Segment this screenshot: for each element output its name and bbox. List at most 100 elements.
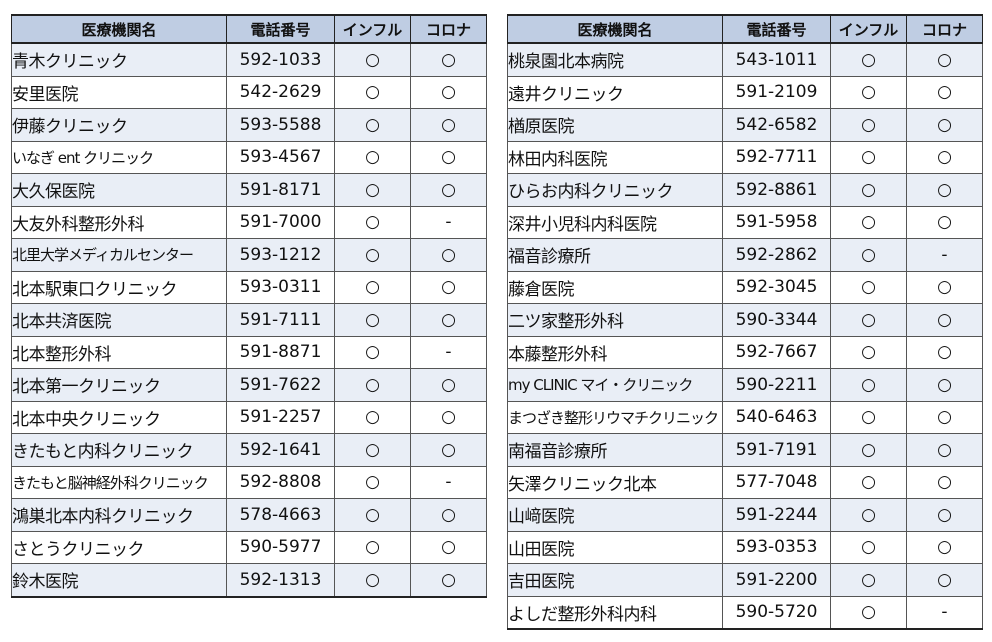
clinic-name: 北本共済医院 [11, 303, 227, 337]
clinic-name: 大友外科整形外科 [11, 206, 227, 239]
flu-availability: ○ [830, 531, 907, 564]
clinic-name: 福音診療所 [507, 238, 723, 272]
table-row: 安里医院 542-2629 ○ ○ [11, 76, 487, 109]
flu-availability: ○ [334, 238, 411, 272]
table-row: 二ツ家整形外科 590-3344 ○ ○ [507, 303, 983, 337]
phone-number: 590-5720 [722, 596, 831, 630]
clinic-name: 北本駅東口クリニック [11, 271, 227, 304]
header-flu: インフル [830, 14, 907, 44]
phone-number: 590-3344 [722, 303, 831, 337]
clinic-name: 南福音診療所 [507, 433, 723, 467]
table-row: 桃泉園北本病院 543-1011 ○ ○ [507, 43, 983, 77]
phone-number: 591-2200 [722, 563, 831, 597]
covid-availability: ○ [906, 206, 983, 239]
covid-availability: ○ [410, 108, 487, 142]
flu-availability: ○ [830, 173, 907, 207]
covid-availability: ○ [410, 238, 487, 272]
table-row: 南福音診療所 591-7191 ○ ○ [507, 433, 983, 467]
clinic-name: 遠井クリニック [507, 76, 723, 109]
covid-availability: ○ [906, 336, 983, 369]
covid-availability: ○ [906, 173, 983, 207]
clinic-name: 鈴木医院 [11, 563, 227, 598]
phone-number: 540-6463 [722, 401, 831, 434]
clinic-name: 安里医院 [11, 76, 227, 109]
table-row: 伊藤クリニック 593-5588 ○ ○ [11, 108, 487, 142]
table-row: 青木クリニック 592-1033 ○ ○ [11, 43, 487, 77]
phone-number: 542-2629 [226, 76, 335, 109]
phone-number: 591-7191 [722, 433, 831, 467]
table-row: 藤倉医院 592-3045 ○ ○ [507, 271, 983, 304]
phone-number: 593-0311 [226, 271, 335, 304]
flu-availability: ○ [830, 336, 907, 369]
phone-number: 593-5588 [226, 108, 335, 142]
table-row: よしだ整形外科内科 590-5720 ○ - [507, 596, 983, 630]
flu-availability: ○ [334, 206, 411, 239]
phone-number: 591-2257 [226, 401, 335, 434]
phone-number: 590-5977 [226, 531, 335, 564]
covid-availability: ○ [906, 498, 983, 532]
header-name: 医療機関名 [507, 14, 723, 44]
phone-number: 592-8808 [226, 466, 335, 499]
table-row: 本藤整形外科 592-7667 ○ ○ [507, 336, 983, 369]
flu-availability: ○ [830, 563, 907, 597]
clinic-name: 吉田医院 [507, 563, 723, 597]
covid-availability: ○ [410, 76, 487, 109]
table-row: 北本中央クリニック 591-2257 ○ ○ [11, 401, 487, 434]
flu-availability: ○ [830, 43, 907, 77]
flu-availability: ○ [830, 303, 907, 337]
phone-number: 592-3045 [722, 271, 831, 304]
phone-number: 591-8871 [226, 336, 335, 369]
table-row: 大友外科整形外科 591-7000 ○ - [11, 206, 487, 239]
phone-number: 592-7711 [722, 141, 831, 174]
clinic-name: きたもと内科クリニック [11, 433, 227, 467]
phone-number: 591-2109 [722, 76, 831, 109]
phone-number: 592-8861 [722, 173, 831, 207]
clinic-name: my CLINIC マイ・クリニック [507, 368, 723, 402]
covid-availability: ○ [906, 368, 983, 402]
covid-availability: ○ [410, 303, 487, 337]
flu-availability: ○ [830, 368, 907, 402]
table-row: 北本第一クリニック 591-7622 ○ ○ [11, 368, 487, 402]
clinic-name: ひらお内科クリニック [507, 173, 723, 207]
covid-availability: ○ [906, 43, 983, 77]
covid-availability: ○ [906, 303, 983, 337]
table-row: 北本整形外科 591-8871 ○ - [11, 336, 487, 369]
flu-availability: ○ [334, 466, 411, 499]
table-row: 北本駅東口クリニック 593-0311 ○ ○ [11, 271, 487, 304]
flu-availability: ○ [830, 141, 907, 174]
clinic-table-right: 医療機関名 電話番号 インフル コロナ 桃泉園北本病院 543-1011 ○ ○ 遠井ク… [507, 14, 983, 630]
table-row: 矢澤クリニック北本 577-7048 ○ ○ [507, 466, 983, 499]
covid-availability: ○ [410, 401, 487, 434]
table-row: 楢原医院 542-6582 ○ ○ [507, 108, 983, 142]
flu-availability: ○ [334, 498, 411, 532]
covid-availability: ○ [906, 76, 983, 109]
flu-availability: ○ [334, 141, 411, 174]
clinic-name: 矢澤クリニック北本 [507, 466, 723, 499]
flu-availability: ○ [334, 108, 411, 142]
table-row: 山﨑医院 591-2244 ○ ○ [507, 498, 983, 532]
clinic-name: 北本整形外科 [11, 336, 227, 369]
clinic-name: 北里大学メディカルセンター [11, 238, 227, 272]
header-name: 医療機関名 [11, 14, 227, 44]
phone-number: 592-2862 [722, 238, 831, 272]
flu-availability: ○ [334, 368, 411, 402]
covid-availability: ○ [906, 401, 983, 434]
table-row: いなぎ ent クリニック 593-4567 ○ ○ [11, 141, 487, 174]
flu-availability: ○ [334, 271, 411, 304]
clinic-name: きたもと脳神経外科クリニック [11, 466, 227, 499]
clinic-name: 青木クリニック [11, 43, 227, 77]
covid-availability: ○ [410, 531, 487, 564]
clinic-name: まつざき整形リウマチクリニック [507, 401, 723, 434]
table-row: 福音診療所 592-2862 ○ - [507, 238, 983, 272]
phone-number: 578-4663 [226, 498, 335, 532]
phone-number: 592-1313 [226, 563, 335, 598]
flu-availability: ○ [830, 271, 907, 304]
covid-availability: ○ [906, 271, 983, 304]
clinic-name: いなぎ ent クリニック [11, 141, 227, 174]
flu-availability: ○ [830, 498, 907, 532]
table-header-row: 医療機関名 電話番号 インフル コロナ [507, 14, 983, 44]
flu-availability: ○ [334, 433, 411, 467]
flu-availability: ○ [334, 531, 411, 564]
header-phone: 電話番号 [226, 14, 335, 44]
phone-number: 592-7667 [722, 336, 831, 369]
